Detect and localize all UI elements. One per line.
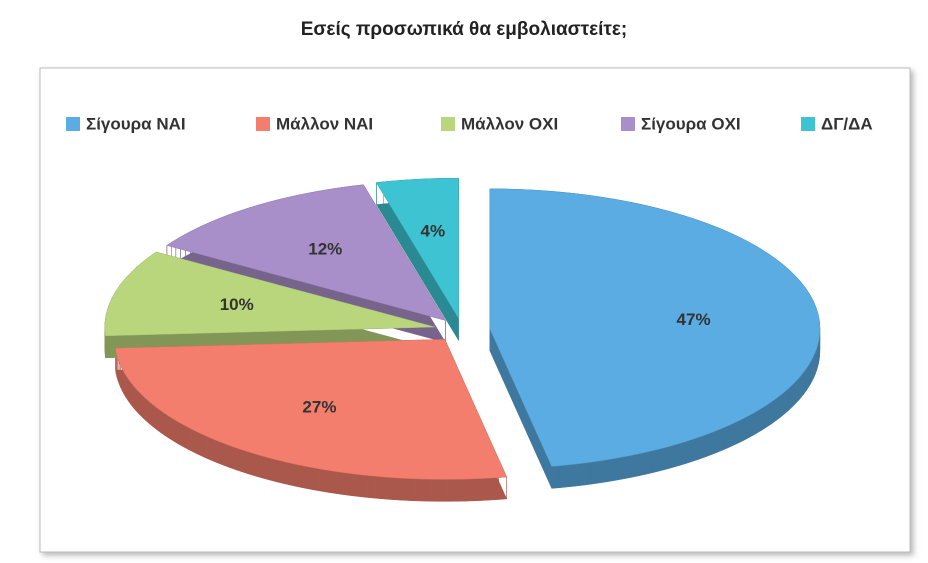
value-label: 27% <box>302 397 336 416</box>
value-label: 12% <box>308 240 342 259</box>
slice <box>104 251 435 337</box>
value-label: 47% <box>677 310 711 329</box>
legend: Σίγουρα ΝΑΙ Μάλλον ΝΑΙ Μάλλον ΟΧΙ Σίγουρα Ο… <box>66 114 873 133</box>
slice <box>115 339 508 480</box>
legend-swatch <box>66 117 80 131</box>
pie: 47% 27% 10% 12% 4% <box>104 177 821 502</box>
legend-swatch <box>621 117 635 131</box>
legend-swatch <box>801 117 815 131</box>
legend-label: Σίγουρα ΝΑΙ <box>86 114 186 133</box>
value-label: 10% <box>220 295 254 314</box>
slice-side <box>115 339 507 502</box>
slice <box>489 188 821 467</box>
slice <box>166 184 447 321</box>
legend-swatch <box>441 117 455 131</box>
legend-swatch <box>256 117 270 131</box>
slice <box>376 177 459 320</box>
legend-label: ΔΓ/ΔΑ <box>821 114 873 133</box>
legend-label: Μάλλον ΟΧΙ <box>461 114 558 133</box>
value-label: 4% <box>421 222 446 241</box>
legend-label: Σίγουρα ΟΧΙ <box>641 114 741 133</box>
chart-title: Εσείς προσωπικά θα εμβολιαστείτε; <box>301 19 628 40</box>
legend-label: Μάλλον ΝΑΙ <box>276 114 373 133</box>
